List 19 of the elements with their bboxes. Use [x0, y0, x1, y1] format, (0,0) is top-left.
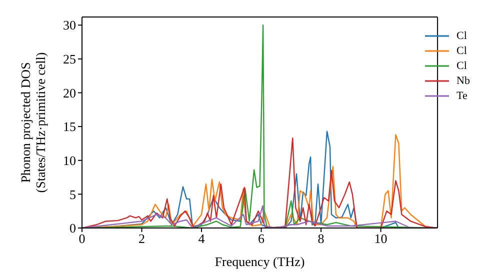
x-tick-label: 10 [374, 231, 388, 246]
x-tick-label: 6 [258, 231, 266, 246]
y-tick-label: 30 [63, 18, 76, 33]
legend-label: Te [456, 90, 468, 102]
y-tick-label: 20 [63, 85, 76, 100]
y-tick-label: 25 [63, 52, 76, 67]
x-axis-title: Frequency (THz) [214, 254, 305, 269]
legend-label: Nb [456, 74, 470, 86]
x-tick-label: 8 [318, 231, 324, 246]
y-tick-label: 0 [70, 220, 76, 236]
legend-label: Cl [456, 60, 467, 72]
x-tick-label: 4 [198, 231, 206, 246]
y-tick-label: 10 [63, 152, 76, 168]
y-axis-title: Phonon projected DOS (States/THz·primitive cell) [18, 52, 48, 193]
y-tick-label: 5 [70, 186, 76, 202]
legend-label: Cl [456, 30, 467, 42]
legend-label: Cl [456, 44, 467, 56]
x-tick-label: 2 [138, 231, 146, 246]
y-tick-label: 15 [63, 119, 76, 134]
